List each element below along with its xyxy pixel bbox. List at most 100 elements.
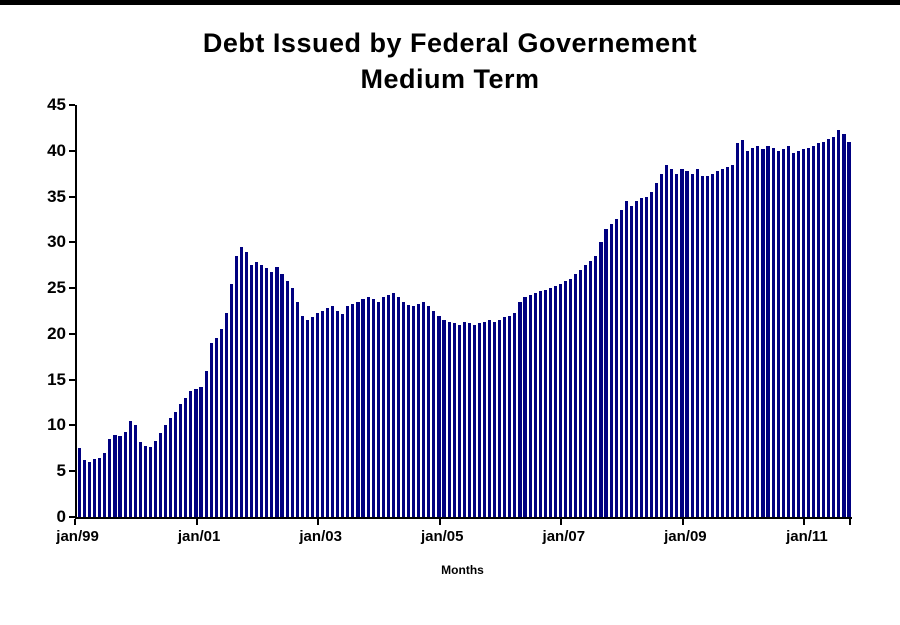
y-axis-ticks (69, 104, 75, 518)
bar (594, 256, 598, 517)
bar (346, 306, 350, 517)
x-axis-tick (74, 519, 76, 525)
bar-slot (102, 105, 107, 517)
bar (108, 439, 112, 517)
bar-slot (679, 105, 684, 517)
bar (579, 269, 583, 517)
bar-slot (659, 105, 664, 517)
bar-slot (82, 105, 87, 517)
bar-slot (685, 105, 690, 517)
bar (776, 150, 780, 517)
bar-slot (649, 105, 654, 517)
bar (143, 445, 147, 517)
bar-slot (295, 105, 300, 517)
bar (295, 301, 299, 517)
bar-slot (123, 105, 128, 517)
bar-slot (776, 105, 781, 517)
bar (128, 420, 132, 517)
x-axis-label: jan/01 (177, 528, 221, 545)
bar-slot (330, 105, 335, 517)
bar-slot (148, 105, 153, 517)
bar-slot (406, 105, 411, 517)
bar (331, 306, 335, 517)
bar-slot (173, 105, 178, 517)
bar (442, 320, 446, 517)
bar-slot (118, 105, 123, 517)
bar-slot (188, 105, 193, 517)
bar-slot (725, 105, 730, 517)
bar-slot (467, 105, 472, 517)
bar-slot (497, 105, 502, 517)
x-axis-tick (195, 519, 198, 525)
bar (427, 306, 431, 517)
y-axis-tick (69, 149, 75, 152)
bar-slot (371, 105, 376, 517)
y-axis-label: 0 (56, 507, 66, 526)
bar-slot (264, 105, 269, 517)
bar-slot (457, 105, 462, 517)
bar-slot (153, 105, 158, 517)
bar (842, 134, 846, 517)
bar (538, 290, 542, 517)
bar-slot (350, 105, 355, 517)
bar-slot (487, 105, 492, 517)
bar (164, 425, 168, 517)
bar-slot (624, 105, 629, 517)
bar-slot (528, 105, 533, 517)
bar (305, 320, 309, 517)
bar-slot (644, 105, 649, 517)
bar (695, 169, 699, 517)
bar (624, 201, 628, 517)
bar (77, 448, 82, 517)
bar (148, 446, 152, 517)
bar (660, 173, 664, 517)
bar (336, 311, 340, 517)
x-axis-ticks (74, 519, 851, 525)
y-axis-labels: 0 5 10 15 20 25 30 35 40 45 (0, 95, 66, 526)
bar-slot (740, 105, 745, 517)
bar-slot (366, 105, 371, 517)
bar-slot (254, 105, 259, 517)
bar-slot (204, 105, 209, 517)
bar-slot (107, 105, 112, 517)
bar (407, 304, 411, 517)
y-axis-label: 35 (47, 186, 66, 206)
bar-slot (735, 105, 740, 517)
chart-title-line1: Debt Issued by Federal Governement (202, 28, 698, 58)
bar-slot (244, 105, 249, 517)
bar-slot (619, 105, 624, 517)
bar (432, 311, 436, 517)
bar-slot (801, 105, 806, 517)
bar (533, 292, 537, 517)
y-axis-label: 10 (47, 415, 66, 435)
x-axis-label: jan/03 (299, 528, 342, 545)
bar (498, 320, 502, 517)
bar-slot (609, 105, 614, 517)
bar-slot (791, 105, 796, 517)
bar (700, 175, 704, 517)
bar-slot (578, 105, 583, 517)
bar (796, 150, 800, 517)
bar-slot (664, 105, 669, 517)
bar (736, 143, 740, 517)
bar (133, 425, 137, 517)
bar (290, 288, 294, 517)
bar (113, 434, 117, 517)
bar (184, 397, 188, 517)
bar-slot (811, 105, 816, 517)
bar (639, 198, 644, 517)
bar-slot (730, 105, 735, 517)
x-axis-labels: jan/99 jan/01 jan/03 jan/05 jan/07 jan/09 jan/… (56, 528, 850, 550)
bar-slot (715, 105, 720, 517)
bar-slot (695, 105, 700, 517)
bar (83, 460, 87, 517)
x-axis-label: jan/99 (56, 528, 99, 545)
bar (817, 143, 821, 517)
bar (715, 170, 719, 517)
y-axis-label: 40 (47, 140, 66, 160)
x-axis-label: jan/09 (664, 528, 707, 545)
plot-area (75, 105, 852, 519)
bar-slot (209, 105, 214, 517)
bar-slot (669, 105, 674, 517)
bar-slot (442, 105, 447, 517)
